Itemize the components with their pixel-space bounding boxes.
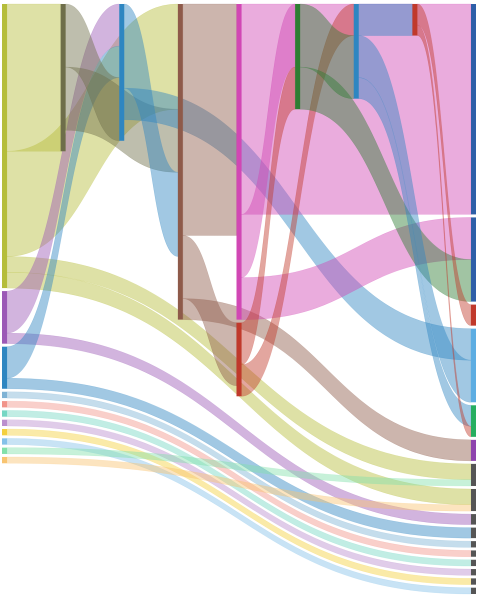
- node: [412, 4, 418, 36]
- node: [471, 304, 476, 326]
- node: [2, 438, 7, 445]
- node: [2, 4, 7, 289]
- node: [2, 456, 7, 464]
- node: [471, 217, 476, 302]
- node: [60, 4, 66, 152]
- flow-link: [299, 66, 472, 302]
- node: [471, 488, 476, 512]
- node: [471, 527, 476, 539]
- node: [471, 587, 476, 594]
- node: [471, 541, 476, 548]
- node: [471, 405, 476, 437]
- flow-link: [182, 298, 472, 462]
- node: [236, 322, 242, 397]
- flow-link: [182, 3, 237, 236]
- node: [471, 439, 476, 461]
- node: [471, 550, 476, 557]
- node: [2, 391, 7, 399]
- node: [471, 463, 476, 486]
- node: [2, 291, 7, 344]
- node: [471, 328, 476, 403]
- node: [353, 4, 359, 99]
- node: [2, 410, 7, 417]
- node: [177, 4, 183, 320]
- node: [2, 447, 7, 454]
- flow-link: [358, 3, 413, 36]
- flow-link: [6, 3, 61, 152]
- flow-link: [6, 410, 472, 567]
- node: [471, 514, 476, 525]
- node: [236, 4, 242, 320]
- node: [2, 401, 7, 408]
- node: [471, 559, 476, 567]
- flow-link: [358, 35, 472, 403]
- node: [2, 419, 7, 427]
- node: [295, 4, 301, 110]
- node: [2, 429, 7, 436]
- node: [471, 4, 476, 215]
- node: [471, 578, 476, 585]
- node: [471, 569, 476, 576]
- node: [2, 346, 7, 389]
- flow-link: [6, 419, 472, 576]
- node: [119, 4, 125, 141]
- flow-link: [6, 378, 472, 539]
